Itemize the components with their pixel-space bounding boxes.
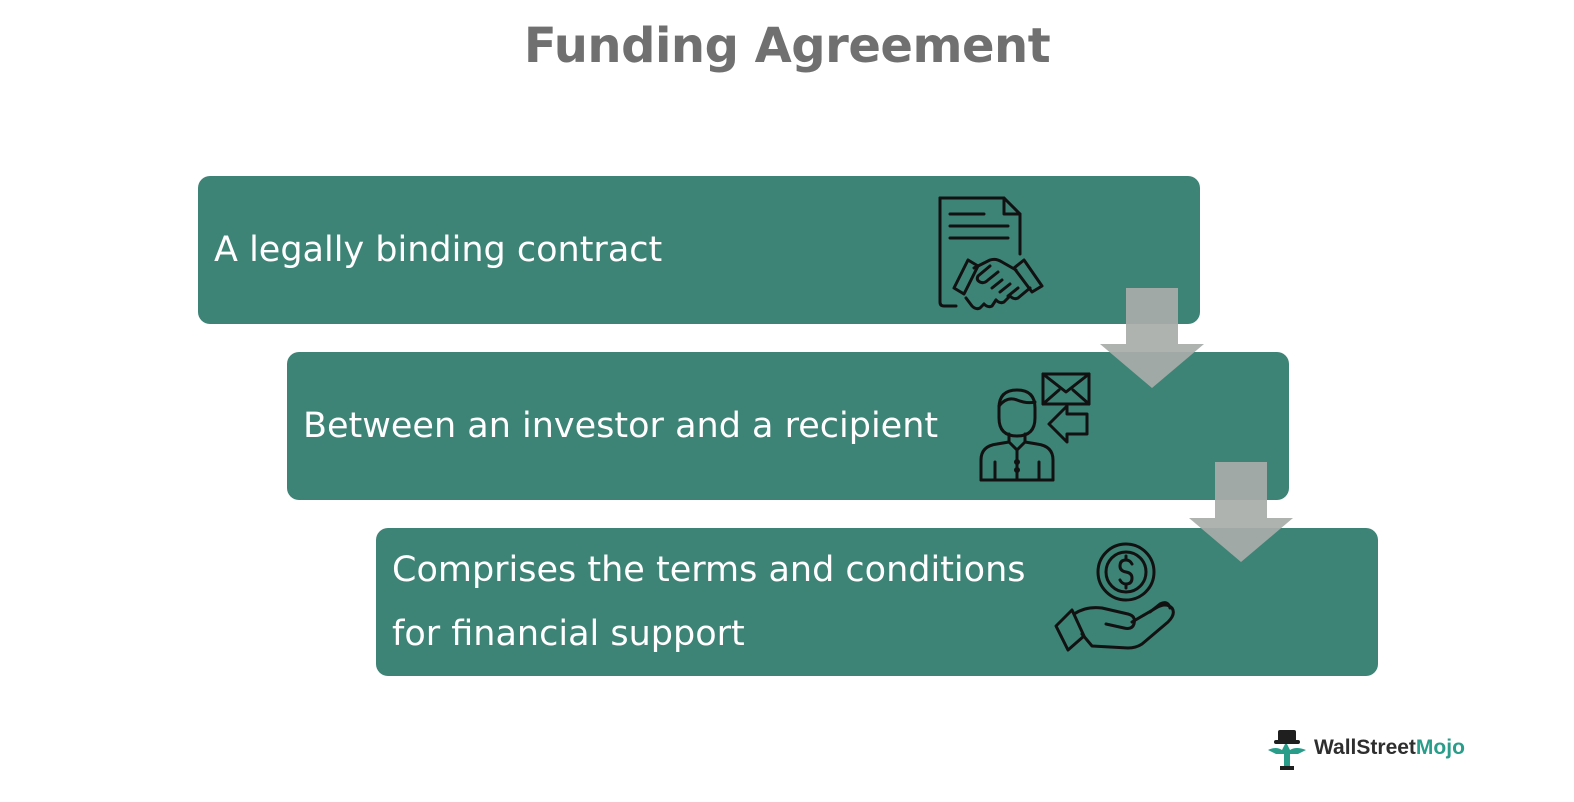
logo-mark-icon: [1268, 730, 1306, 770]
logo-text: WallStreetMojo: [1314, 736, 1465, 759]
hand-coin-icon: [1054, 542, 1175, 652]
down-arrow-icon: [1189, 462, 1293, 562]
document-handshake-icon: [938, 196, 1044, 311]
step-text-line-1: Comprises the terms and conditions: [392, 550, 1026, 590]
step-box-investor-recipient: Between an investor and a recipient: [287, 352, 1289, 500]
step-box-legally-binding: A legally binding contract: [198, 176, 1200, 324]
step-text-line-2: for financial support: [392, 614, 745, 654]
page-title: Funding Agreement: [523, 18, 1051, 74]
step-box-terms-conditions: Comprises the terms and conditions for f…: [376, 528, 1378, 676]
wallstreetmojo-logo: WallStreetMojo: [1262, 724, 1492, 774]
step-text: Between an investor and a recipient: [303, 406, 939, 446]
person-mail-icon: [979, 372, 1091, 482]
down-arrow-icon: [1100, 288, 1204, 388]
step-text: A legally binding contract: [214, 230, 663, 270]
